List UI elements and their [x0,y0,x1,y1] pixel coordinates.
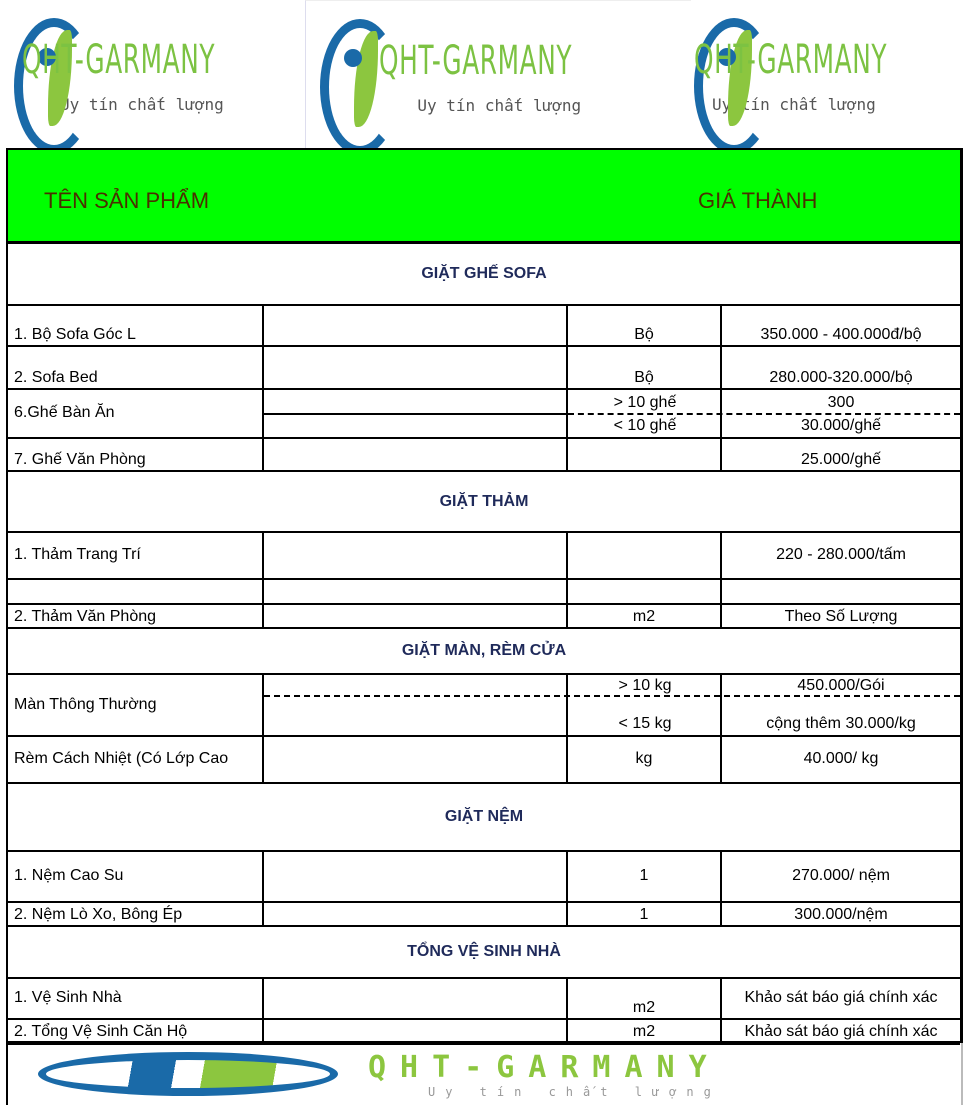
dashed-divider [264,695,960,697]
logo-brand: QHT-GARMANY [22,36,216,83]
cell-name: 1. Thảm Trang Trí [8,533,264,578]
table-row: 2. Sofa Bed Bộ 280.000-320.000/bộ [8,347,960,390]
cell-price: Khảo sát báo giá chính xác [744,989,938,1006]
cell-blank [264,306,568,345]
section-title: GIẶT NỆM [8,784,960,852]
cell-blank [264,439,568,470]
cell-price: Theo Số Lượng [784,608,898,625]
logo-brand: QHT-GARMANY [379,37,573,84]
cell-name: Rèm Cách Nhiệt (Có Lớp Cao [8,737,264,782]
cell-name: 2. Tổng Vệ Sinh Căn Hộ [8,1020,264,1042]
cell-blank [264,979,568,1018]
cell-name: 1. Vệ Sinh Nhà [8,979,264,1018]
cell-name [8,580,264,603]
table-row: 6.Ghế Bàn Ăn > 10 ghế 300 < 10 ghế 30.00… [8,390,960,439]
table-header: TÊN SẢN PHẨM GIÁ THÀNH [8,150,960,244]
cell-blank [264,903,568,925]
cell-text: < 15 kg [618,715,672,732]
cell-blank [264,580,568,603]
cell-name: 7. Ghế Văn Phòng [8,439,264,470]
cell-price [722,580,960,603]
cell-price: 220 - 280.000/tấm [776,546,906,563]
table-row [8,580,960,605]
cell-unit: 1 [568,852,722,901]
cell-price: 300.000/nệm [794,906,888,923]
price-table: TÊN SẢN PHẨM GIÁ THÀNH GIẶT GHẾ SOFA 1. … [6,148,963,1045]
table-row: 1. Bộ Sofa Góc L Bộ 350.000 - 400.000đ/bộ [8,306,960,347]
dashed-divider [568,413,960,415]
table-row: 2. Thảm Văn Phòng m2 Theo Số Lượng [8,605,960,629]
cell-unit: Bộ [568,347,722,388]
cell-price: 280.000-320.000/bộ [769,369,913,386]
cell-blank [264,737,568,782]
logo-2: QHT-GARMANY Uy tín chất lượng [305,0,691,155]
footer-logo: QHT-GARMANY Uy tín chất lượng [6,1043,963,1105]
cell-unit: 1 [568,903,722,925]
table-row: 2. Nệm Lò Xo, Bông Ép 1 300.000/nệm [8,903,960,927]
cell-blank [264,533,568,578]
cell-unit [568,675,722,735]
cell-name: 1. Nệm Cao Su [8,852,264,901]
cell-unit: Bộ [568,306,722,345]
logo-mark-icon [320,11,400,155]
table-row: 1. Nệm Cao Su 1 270.000/ nệm [8,852,960,903]
logo-1: QHT-GARMANY Uy tín chất lượng [0,0,305,154]
cell-price: 350.000 - 400.000đ/bộ [760,326,922,343]
table-row: Màn Thông Thường > 10 kg 450.000/Gói < 1… [8,675,960,737]
section-title: GIẶT GHẾ SOFA [8,244,960,306]
footer-brand: QHT-GARMANY [368,1049,721,1085]
cell-blank [264,852,568,901]
section-title: GIẶT THẢM [8,472,960,533]
cell-price: Khảo sát báo giá chính xác [744,1023,938,1040]
cell-text: > 10 ghế [613,394,677,411]
cell-text: < 10 ghế [613,417,677,434]
cell-name: 2. Nệm Lò Xo, Bông Ép [8,903,264,925]
row-divider [264,413,568,415]
cell-unit: m2 [568,1020,722,1042]
table-row: 2. Tổng Vệ Sinh Căn Hộ m2 Khảo sát báo giá… [8,1020,960,1045]
table-row: 1. Thảm Trang Trí 220 - 280.000/tấm [8,533,960,580]
cell-blank [264,1020,568,1042]
cell-unit [568,533,722,578]
cell-text: cộng thêm 30.000/kg [766,715,916,732]
footer-slogan: Uy tín chất lượng [428,1084,721,1099]
table-row: Rèm Cách Nhiệt (Có Lớp Cao kg 40.000/ kg [8,737,960,784]
section-title: GIẶT MÀN, RÈM CỬA [8,629,960,675]
logo-3: QHT-GARMANY Uy tín chất lượng [690,0,966,154]
cell-price: 25.000/ghế [800,451,882,468]
cell-unit: m2 [568,605,722,627]
cell-name: 2. Thảm Văn Phòng [8,605,264,627]
cell-unit [568,580,722,603]
cell-name: 2. Sofa Bed [8,347,264,388]
header-product: TÊN SẢN PHẨM [44,188,210,213]
cell-unit [568,439,722,470]
section-title: TỔNG VỆ SINH NHÀ [8,927,960,979]
cell-blank [264,605,568,627]
table-row: 7. Ghế Văn Phòng 25.000/ghế [8,439,960,472]
logo-slogan: Uy tín chất lượng [417,95,582,115]
cell-unit: kg [568,737,722,782]
logo-mark-icon [38,1052,338,1096]
cell-text: > 10 kg [618,677,672,694]
logo-brand: QHT-GARMANY [694,36,888,83]
cell-text: 30.000/ghế [800,417,882,434]
cell-text: 450.000/Gói [797,677,885,694]
cell-blank [264,347,568,388]
header-price: GIÁ THÀNH [698,188,818,213]
cell-text: 300 [827,394,855,411]
table-row: 1. Vệ Sinh Nhà m2 Khảo sát báo giá chính x… [8,979,960,1020]
cell-price: 270.000/ nệm [792,867,890,884]
logo-slogan: Uy tín chất lượng [60,94,224,114]
cell-name: Màn Thông Thường [8,675,264,735]
cell-price: 40.000/ kg [803,750,879,767]
cell-name: 6.Ghế Bàn Ăn [8,390,264,437]
cell-unit: m2 [568,979,722,1018]
cell-blank [264,675,568,735]
cell-name: 1. Bộ Sofa Góc L [8,306,264,345]
